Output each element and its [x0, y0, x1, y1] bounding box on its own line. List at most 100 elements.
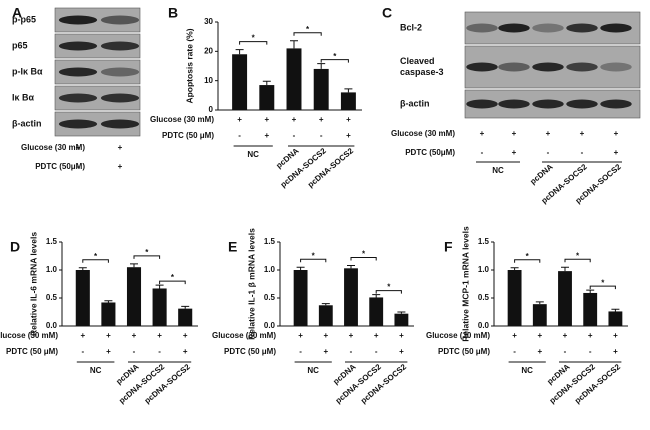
blot-band: [498, 99, 530, 109]
bar: [369, 297, 384, 326]
condition-sign: +: [512, 331, 517, 340]
bar: [507, 270, 522, 326]
condition-sign: +: [323, 331, 328, 340]
condition-sign: +: [580, 129, 585, 138]
bar: [178, 308, 193, 326]
bar: [532, 304, 547, 326]
panel-letter: B: [168, 5, 178, 21]
blot-band: [566, 99, 598, 109]
condition-sign: +: [118, 143, 123, 152]
condition-sign: -: [320, 131, 323, 140]
significance-bracket: [82, 259, 109, 263]
significance-bracket: [514, 259, 541, 263]
y-tick-label: 0.0: [478, 321, 490, 330]
blot-band: [600, 99, 632, 109]
error-bar: [535, 301, 544, 305]
bar: [340, 92, 356, 110]
error-bar: [321, 303, 330, 306]
significance-bracket: [375, 290, 402, 294]
bar: [101, 302, 116, 326]
condition-sign: +: [537, 347, 542, 356]
significance-bracket: [564, 258, 591, 263]
blot-band: [100, 119, 140, 129]
significance-bracket: [159, 280, 186, 285]
y-tick-label: 30: [204, 17, 213, 26]
condition-sign: +: [613, 347, 618, 356]
blot-row-label: caspase-3: [400, 67, 444, 77]
condition-sign: +: [399, 331, 404, 340]
blot-row-label: p-p65: [12, 14, 36, 24]
condition-sign: +: [106, 331, 111, 340]
bar: [286, 48, 302, 110]
y-tick-label: 1.0: [478, 265, 490, 274]
panel-letter: E: [228, 239, 237, 255]
error-bar: [104, 300, 113, 303]
condition-sign: -: [513, 347, 516, 356]
condition-label: PDTC (50μM): [405, 148, 455, 157]
condition-sign: +: [512, 148, 517, 157]
blot-row-label: Bcl-2: [400, 22, 422, 32]
blot-band: [466, 99, 498, 109]
condition-sign: +: [614, 148, 619, 157]
bar: [152, 288, 167, 326]
condition-label: PDTC (50 μM): [6, 347, 58, 356]
condition-sign: +: [374, 331, 379, 340]
blot-row-label: p-Iκ Bα: [12, 66, 43, 76]
error-bar: [296, 266, 305, 270]
panel-letter: C: [382, 5, 392, 21]
significance-star: *: [94, 252, 98, 261]
condition-sign: -: [158, 347, 161, 356]
significance-star: *: [306, 25, 310, 34]
blot-band: [58, 67, 98, 77]
significance-star: *: [362, 250, 366, 259]
blot-band: [100, 41, 140, 51]
condition-label: PDTC (50 μM): [224, 347, 276, 356]
blot-band: [100, 15, 140, 25]
blot-band: [498, 62, 530, 72]
condition-sign: -: [589, 347, 592, 356]
condition-sign: -: [375, 347, 378, 356]
condition-sign: +: [546, 129, 551, 138]
group-label: pcDNA: [528, 162, 554, 186]
condition-sign: -: [547, 148, 550, 157]
condition-sign: -: [238, 131, 241, 140]
bar: [608, 311, 623, 326]
blot-band: [498, 23, 530, 33]
blot-band: [600, 62, 632, 72]
panel-letter: A: [12, 5, 22, 21]
error-bar: [397, 311, 406, 314]
error-bar: [317, 63, 326, 69]
y-tick-label: 10: [204, 76, 213, 85]
bar: [583, 292, 598, 326]
y-axis-label: Apoptosis rate (%): [184, 28, 194, 103]
blot-band: [58, 41, 98, 51]
y-tick-label: 1.5: [478, 237, 490, 246]
y-tick-label: 0.0: [46, 321, 58, 330]
bar: [558, 271, 572, 326]
bar: [394, 313, 409, 326]
condition-sign: +: [183, 331, 188, 340]
condition-sign: -: [77, 162, 80, 171]
significance-star: *: [576, 251, 580, 260]
condition-sign: -: [564, 347, 567, 356]
condition-sign: +: [588, 331, 593, 340]
condition-sign: +: [118, 162, 123, 171]
error-bar: [586, 289, 595, 293]
condition-sign: +: [76, 143, 81, 152]
condition-label: PDTC (50 μM): [162, 131, 214, 140]
significance-star: *: [526, 252, 530, 261]
bar: [313, 68, 329, 110]
significance-bracket: [239, 41, 268, 45]
condition-sign: +: [399, 347, 404, 356]
y-tick-label: 1.5: [264, 237, 276, 246]
blot-band: [532, 99, 564, 109]
condition-sign: +: [323, 347, 328, 356]
significance-star: *: [333, 52, 337, 61]
group-label: NC: [90, 366, 102, 375]
significance-star: *: [171, 273, 175, 282]
condition-label: Glucose (30 mM): [426, 331, 490, 340]
blot-band: [466, 62, 498, 72]
bar: [318, 305, 333, 326]
significance-star: *: [252, 34, 256, 43]
blot-band: [532, 23, 564, 33]
